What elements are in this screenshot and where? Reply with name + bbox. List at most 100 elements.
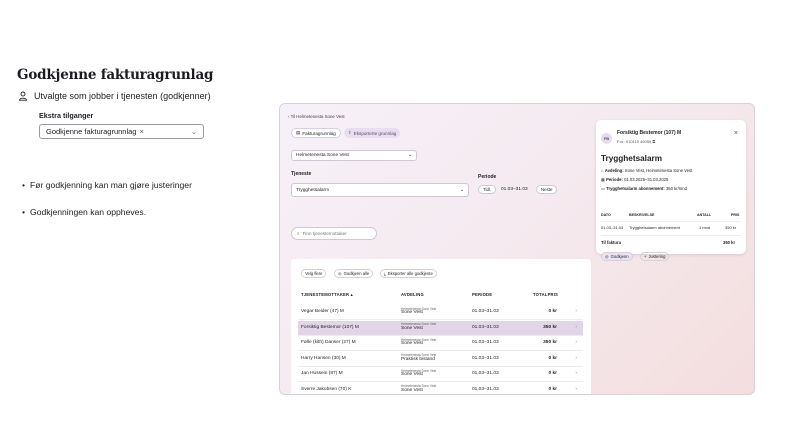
unit-select[interactable]: Helmetenesta Sone Vest ⌄ — [291, 150, 417, 161]
adjust-button[interactable]: + Justering — [640, 252, 670, 261]
chevron-down-icon: ⌄ — [190, 127, 197, 136]
detail-dept: ⌂ Avdeling: Sone Vest, Heimetenesta Sone… — [601, 168, 693, 173]
download-icon: ⤓ — [384, 271, 386, 276]
avatar: FB — [601, 133, 612, 144]
department-cell: Heimetenesta Sone Vest Praktisk bistand — [401, 353, 437, 362]
price-cell: 0 kr — [548, 309, 557, 314]
export-icon: ⇪ — [347, 130, 352, 135]
extra-access-value: Godkjenne fakturagrunnlag — [46, 127, 137, 136]
calendar-icon: ▦ — [601, 177, 605, 182]
recipient-name: Jan Hussein (87) M — [301, 371, 343, 376]
tab-fakturagrunnlag[interactable]: ▤ Fakturagrunnlag — [291, 128, 341, 138]
tab-exported[interactable]: ⇪ Eksporterte grunnlag — [343, 128, 401, 138]
detail-period: ▦ Periode: 01.03.2025–31.03.2025 — [601, 177, 669, 182]
department-cell: Heimetenesta Sone Vest Sone Vest — [401, 306, 437, 316]
detail-panel: FB Forsiktig Bestemor (107) M F.nr: 0101… — [596, 120, 746, 261]
chevron-right-icon: › — [575, 371, 577, 376]
location-icon: ⌂ — [601, 168, 604, 173]
department-cell: Heimetenesta Sone Vest Sone Vest — [401, 337, 437, 347]
column-header[interactable]: TJENESTEMOTTAKER ▴ — [301, 292, 353, 297]
period-cell: 01.03–31.03 — [472, 371, 499, 376]
period-cell: 01.03–31.03 — [472, 309, 499, 314]
breadcrumb[interactable]: ‹ Til Helmetenesta Sone Vest — [288, 114, 345, 119]
period-next-button[interactable]: Neste — [536, 185, 558, 194]
chevron-right-icon: › — [575, 324, 577, 330]
search-input[interactable]: ⌕ Finn tjenestemottaker — [291, 227, 377, 240]
period-label: Periode — [478, 174, 497, 180]
plus-icon: + — [644, 254, 647, 259]
export-approved-button[interactable]: ⤓ Eksporter alle godkjente — [380, 269, 437, 278]
select-multiple-button[interactable]: Velg flere — [301, 269, 327, 278]
detail-desc: Trygghetsalarm abonnement — [629, 225, 680, 230]
period-prev-button[interactable]: Tidl. — [478, 185, 497, 194]
detail-col-header: ANTALL — [697, 213, 712, 217]
bullet-item: Før godkjenning kan man gjøre justeringe… — [22, 180, 192, 190]
search-icon: ⌕ — [297, 231, 300, 236]
recipient-name: Sverre Jakobsen (70) K — [301, 386, 352, 392]
recipient-name: Vegar Beider (47) M — [301, 309, 344, 314]
document-icon: ▤ — [296, 130, 301, 135]
column-header: AVDELING — [401, 292, 424, 297]
chevron-right-icon: › — [575, 386, 577, 392]
period-cell: 01.03–31.03 — [472, 340, 499, 345]
column-header: TOTALPRIS — [533, 292, 559, 297]
detail-total-label: Til faktura — [601, 240, 621, 245]
period-value: 01.03–31.03 — [501, 187, 528, 192]
table-row[interactable]: Harry Hansen (30) M Heimetenesta Sone Ves… — [298, 352, 583, 367]
recipient-name: Følle (kith) Danser (27) M — [301, 340, 356, 345]
table-row[interactable]: Sverre Jakobsen (70) K Heimetenesta Sone … — [298, 383, 583, 395]
table-row[interactable]: Jan Hussein (87) M Heimetenesta Sone Vest… — [298, 367, 583, 382]
copy-icon[interactable]: ⧉ — [652, 139, 656, 144]
app-screenshot: ‹ Til Helmetenesta Sone Vest ▤ Fakturagru… — [279, 103, 755, 395]
role-row: Utvalgte som jobber i tjenesten (godkjen… — [18, 91, 211, 101]
close-icon[interactable]: × — [733, 130, 738, 137]
period-cell: 01.03–31.03 — [472, 355, 499, 361]
chevron-right-icon: › — [575, 340, 577, 345]
service-select[interactable]: Trygghetsalarm ⌄ — [291, 183, 469, 197]
approve-button[interactable]: ◎ Godkjenn — [601, 252, 633, 261]
detail-date: 01.03–31.03 — [601, 225, 624, 230]
detail-qty: 1 mnd — [699, 225, 711, 230]
recipients-table: Velg flere ◎ Godkjenn alle ⤓ Eksporter all… — [291, 259, 591, 395]
check-icon: ◎ — [605, 254, 609, 259]
detail-service: Trygghetsalarm — [601, 154, 662, 163]
extra-access-select[interactable]: Godkjenne fakturagrunnlag × ⌄ — [39, 124, 204, 139]
chevron-down-icon: ⌄ — [407, 153, 412, 158]
chevron-right-icon: › — [575, 355, 577, 361]
approve-all-button[interactable]: ◎ Godkjenn alle — [334, 269, 374, 278]
page-title: Godkjenne fakturagrunlag — [17, 67, 214, 83]
user-icon — [19, 91, 27, 101]
column-header: PERIODE — [472, 292, 493, 297]
department-cell: Heimetenesta Sone Vest Sone Vest — [401, 368, 437, 378]
detail-price: 350 kr — [725, 225, 737, 230]
table-row[interactable]: Vegar Beider (47) M Heimetenesta Sone Ves… — [298, 305, 583, 320]
period-cell: 01.03–31.03 — [472, 386, 499, 392]
sort-icon: ▴ — [350, 292, 353, 297]
table-row[interactable]: Forsiktig Bestemor (107) M Heimetenesta S… — [298, 320, 583, 336]
price-cell: 350 kr — [543, 324, 557, 330]
recipient-name: Forsiktig Bestemor (107) M — [301, 324, 359, 330]
department-cell: Heimetenesta Sone Vest Sone Vest — [401, 322, 437, 331]
period-cell: 01.03–31.03 — [472, 324, 499, 330]
extra-access-label: Ekstra tilganger — [39, 111, 94, 120]
price-cell: 0 kr — [548, 371, 557, 376]
chevron-right-icon: › — [575, 309, 577, 314]
bullet-item: Godkjenningen kan oppheves. — [22, 207, 146, 217]
close-icon[interactable]: × — [139, 127, 144, 136]
price-cell: 0 kr — [548, 386, 557, 392]
detail-col-header: PRIS — [731, 213, 740, 217]
detail-col-header: BESKRIVELSE — [629, 213, 655, 217]
recipient-name: Harry Hansen (30) M — [301, 355, 346, 361]
chevron-down-icon: ⌄ — [459, 187, 464, 193]
department-cell: Heimetenesta Sone Vest Sone Vest — [401, 384, 437, 393]
detail-total-value: 350 kr — [723, 240, 736, 245]
price-cell: 0 kr — [548, 355, 557, 361]
price-cell: 350 kr — [543, 340, 557, 345]
check-icon: ◎ — [338, 271, 342, 276]
card-icon: ▭ — [601, 186, 605, 191]
detail-name: Forsiktig Bestemor (107) M — [617, 130, 682, 136]
table-row[interactable]: Følle (kith) Danser (27) M Heimetenesta S… — [298, 336, 583, 351]
detail-subscription: ▭ Trygghetsalarm abonnement: 350 kr/mnd — [601, 186, 687, 191]
role-text: Utvalgte som jobber i tjenesten (godkjen… — [34, 91, 211, 101]
detail-fnr: F.nr: 010110 49059 ⧉ — [617, 139, 656, 144]
